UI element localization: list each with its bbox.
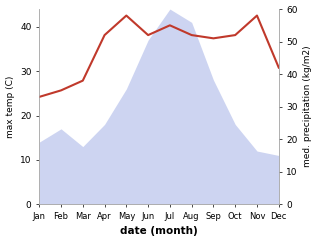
Y-axis label: max temp (C): max temp (C) — [5, 76, 15, 138]
X-axis label: date (month): date (month) — [120, 227, 198, 236]
Y-axis label: med. precipitation (kg/m2): med. precipitation (kg/m2) — [303, 46, 313, 167]
